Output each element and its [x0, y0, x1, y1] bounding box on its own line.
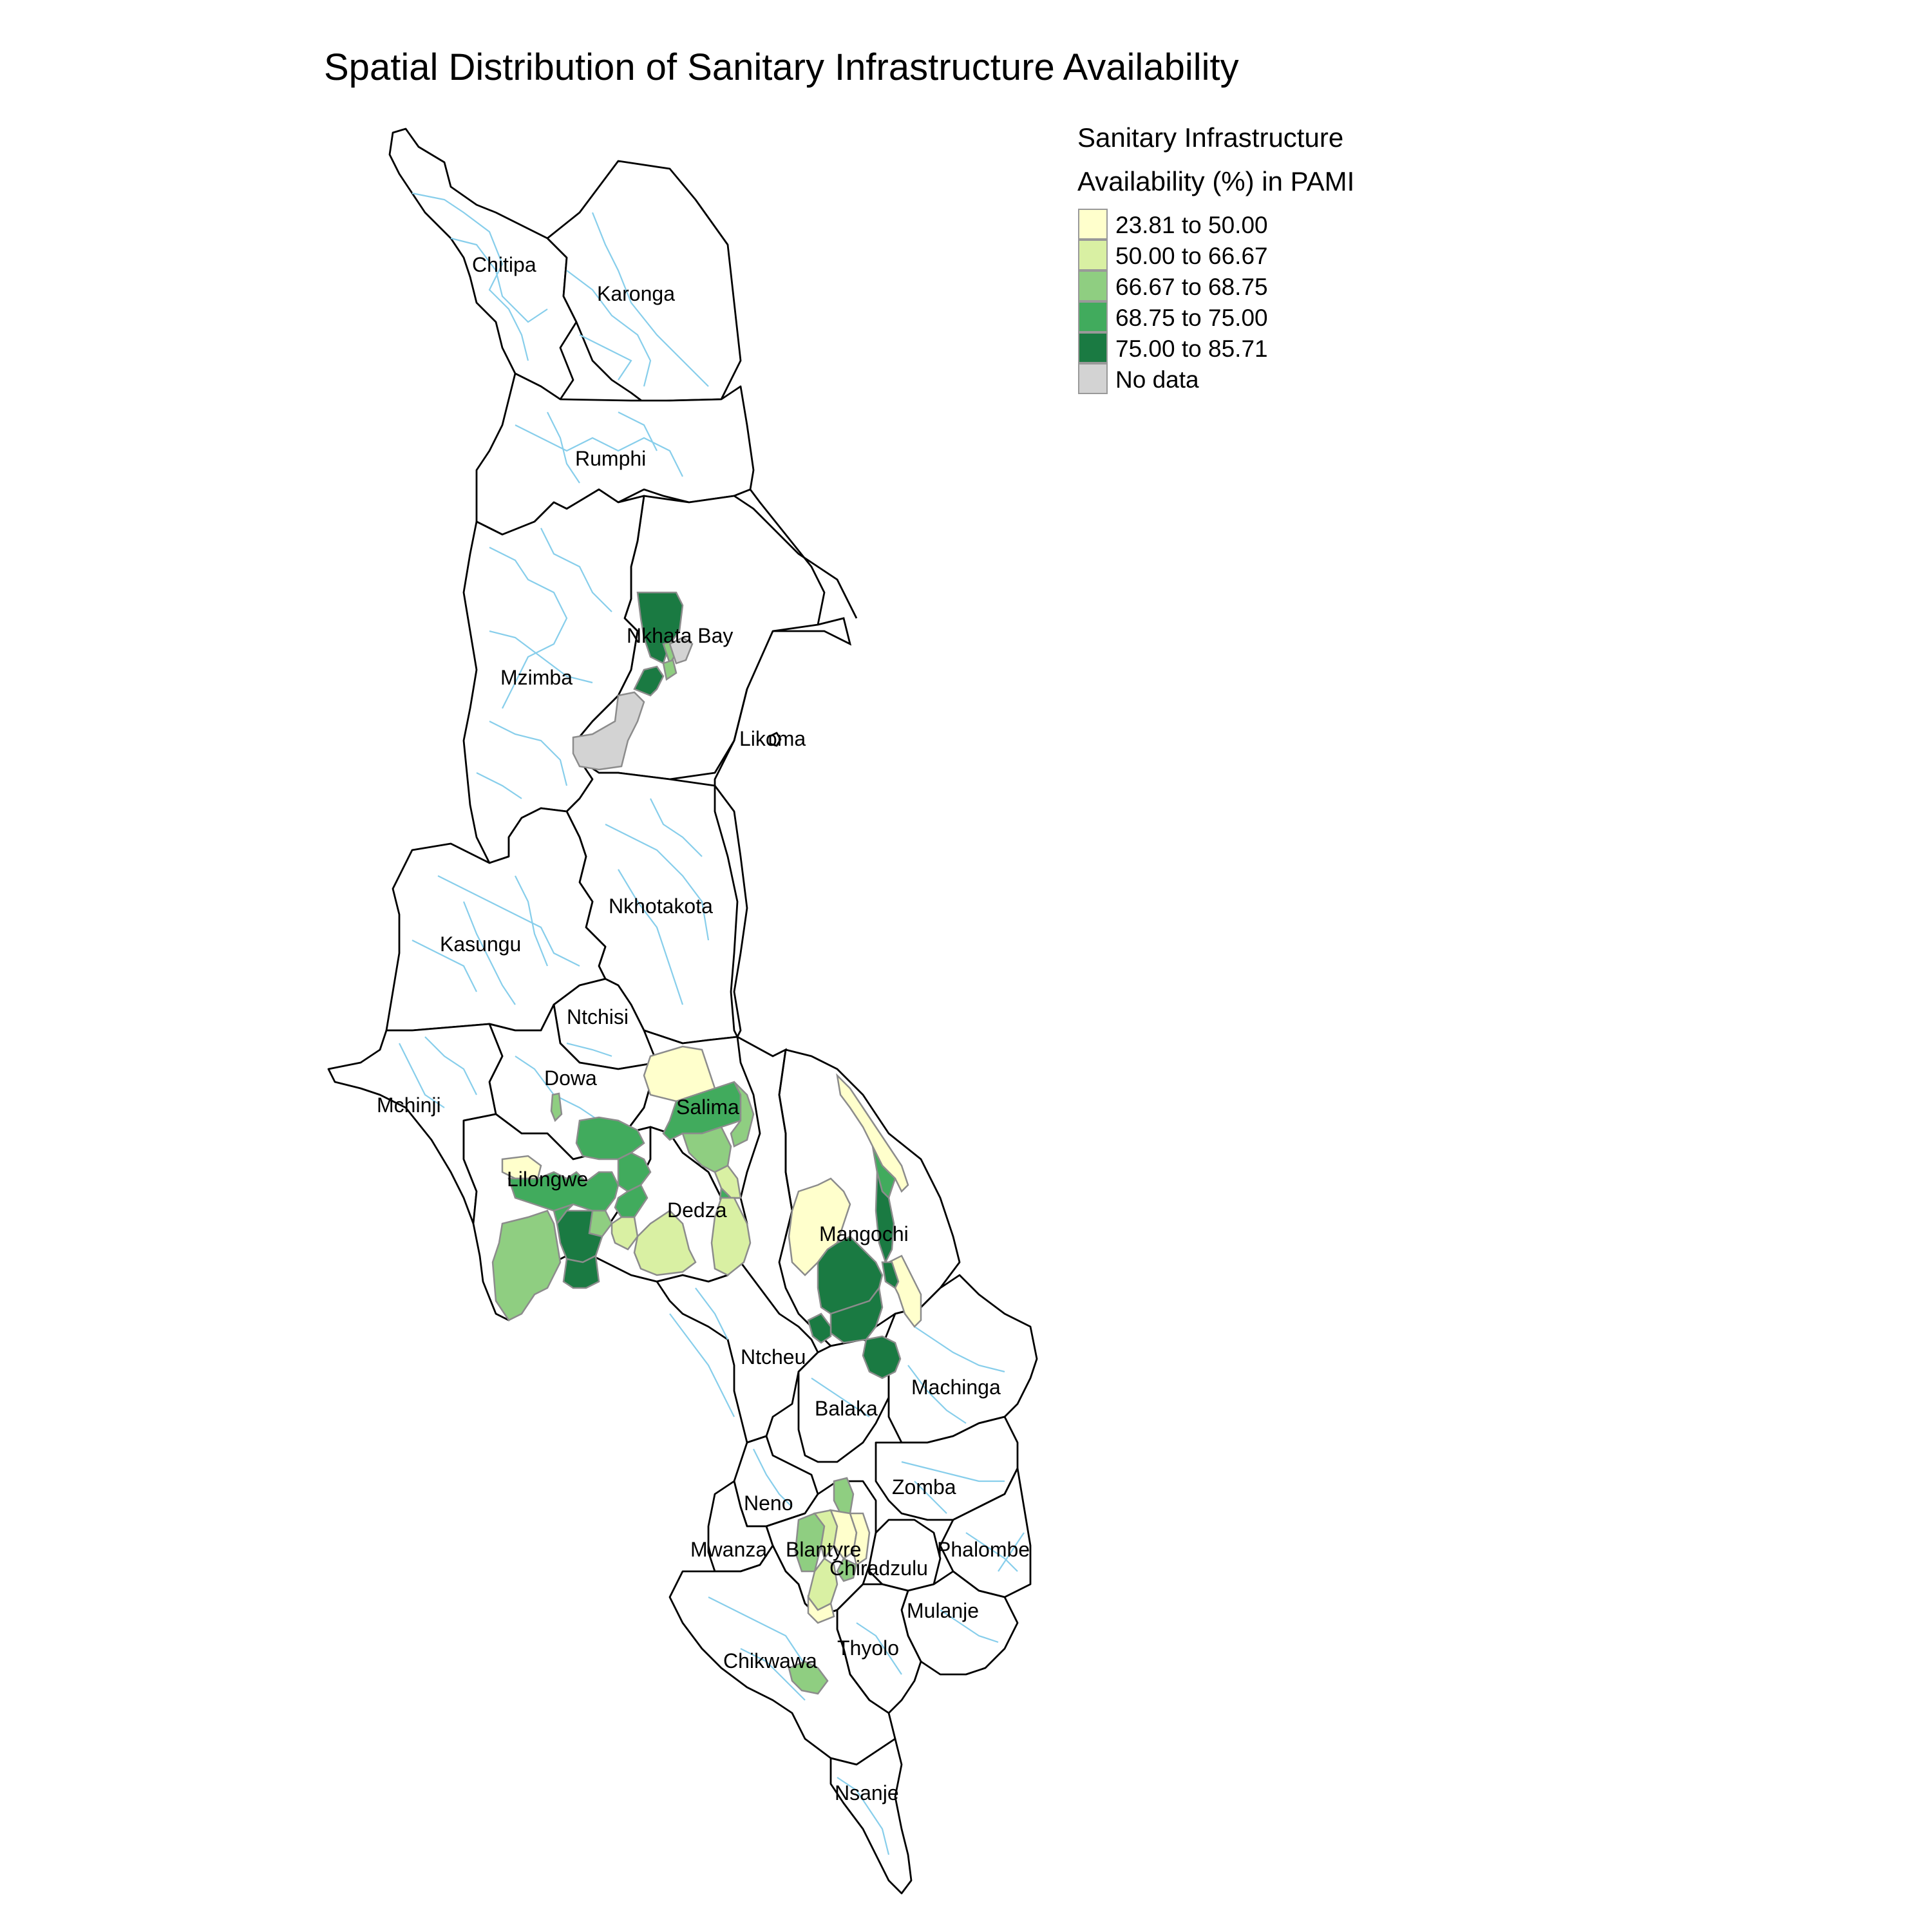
- district-label-dowa: Dowa: [544, 1066, 597, 1090]
- region-fill[interactable]: [829, 1285, 884, 1344]
- district-label-nsanje: Nsanje: [835, 1781, 899, 1804]
- district-label-nkhotakota: Nkhotakota: [609, 895, 713, 918]
- district-label-likoma: Likoma: [739, 727, 806, 750]
- district-label-mulanje: Mulanje: [907, 1599, 979, 1622]
- legend-item-label: 50.00 to 66.67: [1115, 243, 1268, 269]
- region-fill[interactable]: [662, 659, 677, 681]
- subdistrict-boundaries: [399, 192, 1025, 1855]
- district-label-mangochi: Mangochi: [819, 1222, 909, 1245]
- district-labels: Chitipa Karonga Rumphi Nkhata Bay Mzimba…: [377, 253, 1030, 1804]
- district-kasungu[interactable]: [385, 807, 607, 1032]
- district-label-chiradzulu: Chiradzulu: [829, 1557, 928, 1580]
- region-fill[interactable]: [730, 1081, 755, 1148]
- district-label-blantyre: Blantyre: [786, 1538, 861, 1561]
- region-fill[interactable]: [572, 691, 645, 771]
- legend-swatch: [1078, 332, 1108, 363]
- region-fill[interactable]: [875, 1171, 895, 1265]
- region-fill[interactable]: [817, 1235, 884, 1315]
- district-label-karonga: Karonga: [597, 282, 675, 305]
- region-fill[interactable]: [849, 1512, 871, 1567]
- region-fill[interactable]: [633, 665, 665, 697]
- district-chitipa[interactable]: [388, 128, 578, 401]
- legend-swatch: [1078, 270, 1108, 301]
- district-label-ntchisi: Ntchisi: [567, 1005, 629, 1028]
- region-fill[interactable]: [491, 1209, 562, 1321]
- legend: Sanitary Infrastructure Availability (%)…: [1077, 122, 1354, 394]
- district-label-mchinji: Mchinji: [377, 1094, 441, 1117]
- district-nsanje[interactable]: [829, 1738, 913, 1895]
- district-label-balaka: Balaka: [815, 1397, 878, 1420]
- region-fill[interactable]: [633, 1209, 697, 1276]
- region-fill[interactable]: [553, 1203, 574, 1226]
- district-chikwawa[interactable]: [668, 1544, 896, 1766]
- region-fill[interactable]: [710, 1197, 752, 1276]
- district-label-kasungu: Kasungu: [440, 933, 521, 956]
- district-label-ntcheu: Ntcheu: [741, 1345, 806, 1368]
- legend-item-label: 75.00 to 85.71: [1115, 336, 1268, 362]
- district-rumphi[interactable]: [475, 372, 755, 536]
- choropleth-fills: [491, 591, 922, 1695]
- district-label-salima: Salima: [676, 1095, 739, 1119]
- legend-item-label: 23.81 to 50.00: [1115, 212, 1268, 238]
- legend-item-label: No data: [1115, 366, 1199, 393]
- district-label-lilongwe: Lilongwe: [507, 1168, 588, 1191]
- region-fill[interactable]: [881, 1261, 900, 1289]
- district-label-rumphi: Rumphi: [575, 447, 646, 470]
- legend-title-line2: Availability (%) in PAMI: [1077, 166, 1354, 196]
- legend-title-line1: Sanitary Infrastructure: [1077, 122, 1343, 153]
- district-label-chikwawa: Chikwawa: [723, 1649, 817, 1672]
- district-chiradzulu[interactable]: [868, 1519, 942, 1592]
- region-fill[interactable]: [862, 1335, 902, 1379]
- region-fill[interactable]: [836, 1073, 909, 1193]
- region-fill[interactable]: [611, 1216, 639, 1251]
- legend-swatch: [1078, 301, 1108, 332]
- district-mchinji[interactable]: [327, 1023, 504, 1225]
- region-fill[interactable]: [807, 1595, 835, 1624]
- legend-item-label: 68.75 to 75.00: [1115, 305, 1268, 331]
- lake-shoreline: [714, 495, 858, 1237]
- district-label-machinga: Machinga: [911, 1376, 1001, 1399]
- region-fill[interactable]: [807, 1312, 832, 1344]
- district-label-neno: Neno: [744, 1492, 793, 1515]
- region-fill[interactable]: [836, 1557, 858, 1582]
- legend-swatch: [1078, 209, 1108, 240]
- region-fill[interactable]: [617, 1151, 652, 1193]
- legend-item-label: 66.67 to 68.75: [1115, 274, 1268, 300]
- district-label-zomba: Zomba: [892, 1475, 956, 1499]
- legend-swatch: [1078, 240, 1108, 270]
- region-fill[interactable]: [788, 1660, 829, 1695]
- legend-swatch: [1078, 363, 1108, 394]
- district-label-dedza: Dedza: [667, 1198, 727, 1222]
- district-label-mwanza: Mwanza: [690, 1538, 767, 1561]
- district-layer: [327, 128, 1038, 1895]
- district-likoma[interactable]: [769, 732, 782, 747]
- district-label-chitipa: Chitipa: [472, 253, 536, 276]
- region-fill[interactable]: [614, 1184, 649, 1218]
- region-fill[interactable]: [550, 1092, 563, 1122]
- district-label-thyolo: Thyolo: [837, 1636, 899, 1660]
- region-fill[interactable]: [562, 1255, 600, 1289]
- map-title: Spatial Distribution of Sanitary Infrast…: [324, 46, 1239, 88]
- district-label-mzimba: Mzimba: [500, 666, 573, 689]
- district-label-nkhata-bay: Nkhata Bay: [627, 624, 733, 647]
- district-label-phalombe: Phalombe: [937, 1538, 1030, 1561]
- region-fill[interactable]: [668, 636, 694, 665]
